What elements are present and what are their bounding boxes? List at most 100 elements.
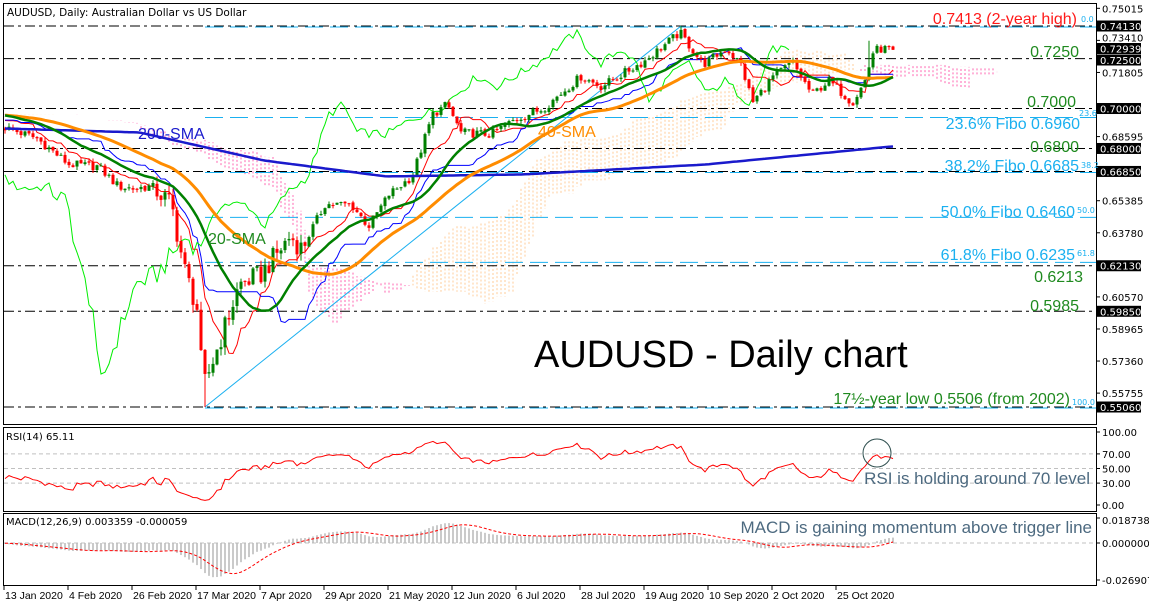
rsi-panel	[4, 440, 1096, 501]
macd-panel-frame	[3, 513, 1097, 586]
candle-body	[751, 87, 755, 102]
candle-body	[195, 303, 199, 310]
sma200-line	[4, 127, 894, 178]
candle-body	[183, 252, 187, 265]
candle-body	[335, 202, 339, 205]
candle-body	[91, 161, 95, 171]
candle-body	[171, 194, 175, 210]
candle-body	[819, 88, 823, 91]
candle-body	[847, 98, 851, 104]
candle-body	[395, 188, 399, 190]
candle-body	[539, 111, 543, 113]
price-tag-label: 0.62130	[1100, 262, 1141, 273]
price-tag-label: 0.70000	[1100, 105, 1141, 116]
candle-body	[543, 111, 547, 113]
candle-body	[403, 181, 407, 187]
candle-body	[59, 154, 63, 156]
x-tick-label: 28 Jul 2020	[581, 590, 635, 602]
main-panel-frame	[3, 3, 1097, 425]
x-tick-label: 6 Jul 2020	[517, 590, 566, 602]
candle-body	[627, 68, 631, 72]
candle-body	[215, 349, 219, 365]
candle-body	[323, 208, 327, 215]
annotation-0-5985: 0.5985	[1030, 298, 1079, 315]
y-tick-label: 0.75015	[1102, 4, 1143, 15]
macd-signal-line	[4, 524, 894, 575]
candle-body	[487, 136, 491, 138]
candle-body	[307, 237, 311, 247]
candle-body	[427, 124, 431, 134]
candle-body	[163, 192, 167, 200]
candle-body	[315, 215, 319, 224]
candle-body	[391, 188, 395, 197]
candle-body	[299, 242, 303, 254]
candle-body	[663, 44, 667, 51]
candle-body	[459, 123, 463, 132]
rsi-tick-label: 70.00	[1102, 450, 1131, 461]
x-tick-label: 25 Oct 2020	[837, 590, 894, 602]
candle-body	[263, 264, 267, 282]
sma200-label: 200-SMA	[138, 126, 205, 143]
candle-body	[95, 165, 99, 170]
annotation-fibo-23-6: 23.6% Fibo 0.6960	[946, 116, 1080, 133]
candle-body	[115, 181, 119, 186]
price-tag-label: 0.68000	[1100, 144, 1141, 155]
candle-body	[839, 83, 843, 96]
candle-body	[355, 209, 359, 213]
candle-body	[419, 152, 423, 158]
candle-body	[119, 181, 123, 190]
candle-body	[291, 238, 295, 241]
candle-body	[519, 119, 523, 121]
candle-body	[783, 65, 787, 69]
price-tag-box	[1097, 142, 1141, 154]
candle-body	[79, 160, 83, 164]
fibo-label-50-0: 50.0	[1077, 206, 1095, 215]
candle-body	[47, 147, 51, 150]
annotation-fibo-61-8: 61.8% Fibo 0.6235	[941, 247, 1075, 264]
fibo-label-100: 100.0	[1072, 398, 1095, 407]
candle-body	[67, 161, 71, 166]
macd-label: MACD(12,26,9) 0.003359 -0.000059	[6, 517, 187, 528]
candle-body	[211, 363, 215, 373]
candle-body	[199, 309, 203, 351]
candle-body	[231, 306, 235, 320]
candle-body	[203, 349, 207, 374]
price-tag-label: 0.55060	[1100, 403, 1141, 414]
price-tag-box	[1097, 103, 1141, 115]
annotation-0-6800: 0.6800	[1030, 139, 1079, 156]
x-tick-label: 10 Sep 2020	[709, 590, 769, 602]
candle-body	[63, 154, 67, 163]
price-tag-label: 0.66850	[1100, 167, 1141, 178]
tenkan-sen-line	[4, 39, 894, 355]
candle-body	[755, 95, 759, 102]
macd-note: MACD is gaining momentum above trigger l…	[741, 518, 1093, 537]
candle-body	[727, 51, 731, 54]
candle-body	[711, 53, 715, 58]
candle-body	[687, 36, 691, 49]
candle-body	[659, 49, 663, 51]
candle-body	[107, 174, 111, 176]
candle-body	[707, 57, 711, 67]
candle-body	[219, 347, 223, 350]
x-tick-label: 29 Apr 2020	[325, 590, 382, 602]
candle-body	[27, 131, 31, 134]
candle-body	[667, 37, 671, 44]
candle-body	[223, 317, 227, 348]
sma40-label: 40-SMA	[538, 124, 596, 141]
candle-body	[247, 281, 251, 285]
candle-body	[675, 34, 679, 39]
rsi-panel-frame	[3, 427, 1097, 512]
annotation-0-7000: 0.7000	[1027, 94, 1076, 111]
candle-body	[603, 85, 607, 90]
candle-body	[575, 75, 579, 88]
candle-body	[103, 165, 107, 176]
chart-title: AUDUSD - Daily chart	[534, 334, 908, 376]
candle-body	[327, 204, 331, 209]
price-tag-box	[1097, 54, 1141, 66]
candle-body	[595, 82, 599, 86]
candle-body	[191, 278, 195, 305]
candle-body	[887, 46, 891, 48]
candle-body	[151, 183, 155, 187]
candle-body	[547, 107, 551, 112]
